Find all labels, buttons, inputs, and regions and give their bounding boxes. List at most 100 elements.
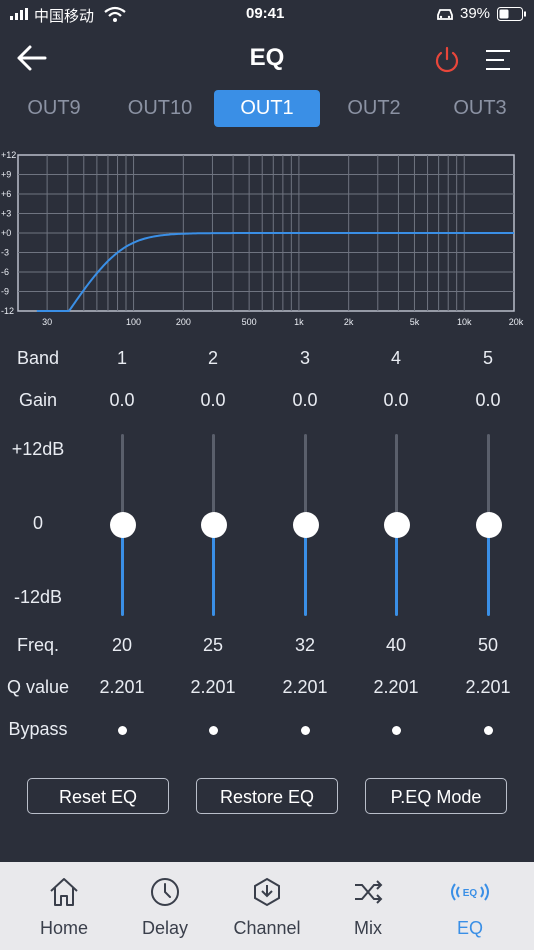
freq-value[interactable]: 20 <box>111 635 133 655</box>
tab-channel[interactable]: Channel <box>217 862 317 950</box>
tab-mix[interactable]: Mix <box>318 862 418 950</box>
y-tick-label: -3 <box>1 248 9 258</box>
q-value[interactable]: 2.201 <box>99 677 145 697</box>
home-icon <box>50 878 78 906</box>
y-tick-label: -9 <box>1 287 9 297</box>
peq-mode-button[interactable]: P.EQ Mode <box>365 778 507 814</box>
tab-out9[interactable]: OUT9 <box>27 97 81 119</box>
gain-slider[interactable] <box>285 434 325 616</box>
slider-knob[interactable] <box>293 512 319 538</box>
q-value[interactable]: 2.201 <box>465 677 511 697</box>
tab-out10[interactable]: OUT10 <box>127 97 193 119</box>
q-row: Q value 2.201 2.201 2.201 2.201 2.201 <box>0 677 534 719</box>
band-number: 2 <box>207 348 218 368</box>
band-number: 1 <box>116 348 127 368</box>
slider-knob[interactable] <box>110 512 136 538</box>
bypass-toggle[interactable] <box>392 726 401 735</box>
slider-knob[interactable] <box>384 512 410 538</box>
slider-track-lower <box>121 525 124 616</box>
gain-slider[interactable] <box>193 434 233 616</box>
x-tick-label: 1k <box>294 317 304 327</box>
q-value[interactable]: 2.201 <box>282 677 328 697</box>
freq-value[interactable]: 40 <box>385 635 407 655</box>
slider-knob[interactable] <box>476 512 502 538</box>
x-tick-label: 200 <box>176 317 191 327</box>
tab-home[interactable]: Home <box>14 862 114 950</box>
band-label: Band <box>16 348 60 368</box>
bypass-row: Bypass <box>0 719 534 761</box>
y-tick-label: +6 <box>1 189 11 199</box>
bypass-toggle[interactable] <box>301 726 310 735</box>
slider-track-upper <box>121 434 124 525</box>
battery-percent: 39% <box>460 5 491 22</box>
restore-eq-button[interactable]: Restore EQ <box>196 778 338 814</box>
car-icon <box>437 9 453 20</box>
gain-value[interactable]: 0.0 <box>292 390 318 410</box>
page-title: EQ <box>249 44 285 71</box>
x-tick-label: 2k <box>344 317 354 327</box>
q-value[interactable]: 2.201 <box>190 677 236 697</box>
status-bar: 中国移动 09:41 39% <box>0 0 534 28</box>
bypass-label: Bypass <box>8 719 68 739</box>
slider-track-upper <box>212 434 215 525</box>
gain-value[interactable]: 0.0 <box>475 390 501 410</box>
gain-slider[interactable] <box>102 434 142 616</box>
carrier-text: 中国移动 <box>34 8 95 25</box>
y-tick-label: +3 <box>1 209 11 219</box>
band-number: 4 <box>390 348 401 368</box>
eq-response-curve <box>36 232 514 312</box>
tab-eq[interactable]: EQ EQ <box>420 862 520 950</box>
y-tick-label: +12 <box>1 150 16 160</box>
clock-text: 09:41 <box>246 5 285 22</box>
x-tick-label: 500 <box>242 317 257 327</box>
gain-slider[interactable] <box>468 434 508 616</box>
y-tick-label: -12 <box>1 306 14 316</box>
freq-value[interactable]: 32 <box>294 635 316 655</box>
q-value[interactable]: 2.201 <box>373 677 419 697</box>
db-top-label: +12dB <box>11 439 65 459</box>
freq-row: Freq. 20 25 32 40 50 <box>0 635 534 677</box>
power-icon[interactable] <box>433 46 461 74</box>
tab-label: Home <box>39 918 88 938</box>
shuffle-icon <box>355 880 383 904</box>
x-tick-label: 30 <box>42 317 52 327</box>
gain-value[interactable]: 0.0 <box>383 390 409 410</box>
x-tick-label: 10k <box>457 317 472 327</box>
tab-out2[interactable]: OUT2 <box>347 97 401 119</box>
y-tick-label: +0 <box>1 228 11 238</box>
slider-knob[interactable] <box>201 512 227 538</box>
slider-track-upper <box>304 434 307 525</box>
gain-value[interactable]: 0.0 <box>200 390 226 410</box>
output-tabs: OUT9 OUT10 OUT1 OUT2 OUT3 <box>0 90 534 130</box>
menu-icon[interactable] <box>484 48 512 72</box>
tab-out1[interactable]: OUT1 <box>214 90 320 127</box>
band-number: 3 <box>299 348 310 368</box>
gain-slider[interactable] <box>376 434 416 616</box>
tab-delay[interactable]: Delay <box>115 862 215 950</box>
slider-track-upper <box>487 434 490 525</box>
bottom-tab-bar: Home Delay Channel Mix EQ EQ <box>0 862 534 950</box>
tab-label: Delay <box>141 918 189 938</box>
slider-track-lower <box>212 525 215 616</box>
gain-label: Gain <box>18 390 58 410</box>
reset-eq-button[interactable]: Reset EQ <box>27 778 169 814</box>
eq-curve-graph: +12 +9 +6 +3 +0 -3 -6 -9 -12 30 100 200 500 1k 2k 5k 10k… <box>1 150 524 327</box>
x-tick-label: 100 <box>126 317 141 327</box>
slider-track-upper <box>395 434 398 525</box>
bypass-toggle[interactable] <box>209 726 218 735</box>
freq-value[interactable]: 25 <box>202 635 224 655</box>
freq-value[interactable]: 50 <box>477 635 499 655</box>
clock-icon <box>151 878 179 906</box>
bypass-toggle[interactable] <box>118 726 127 735</box>
battery-icon <box>497 7 526 21</box>
gain-row: Gain 0.0 0.0 0.0 0.0 0.0 <box>0 390 534 432</box>
eq-icon: EQ <box>451 883 489 901</box>
gain-value[interactable]: 0.0 <box>109 390 135 410</box>
wifi-icon <box>104 6 126 22</box>
tab-out3[interactable]: OUT3 <box>453 97 507 119</box>
top-bar: EQ <box>0 28 534 92</box>
slider-track-lower <box>487 525 490 616</box>
arrow-left-icon[interactable] <box>16 44 48 72</box>
bypass-toggle[interactable] <box>484 726 493 735</box>
tab-label: Channel <box>233 918 301 938</box>
